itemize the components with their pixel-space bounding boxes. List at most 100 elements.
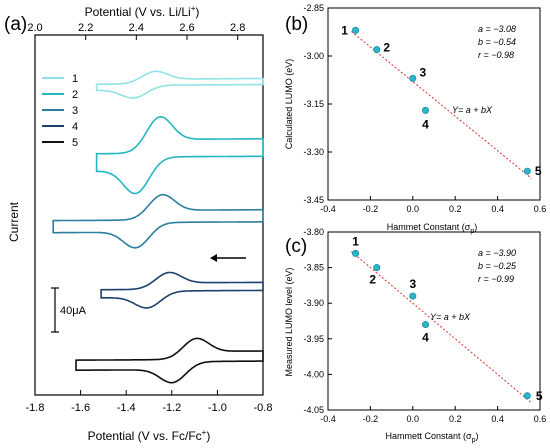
panel-a-label: (a) xyxy=(4,14,27,35)
panel-b-stat-r: r = −0.98 xyxy=(478,50,514,60)
panel-b-fit-line xyxy=(351,31,532,179)
cv-curve-5 xyxy=(75,337,264,384)
data-point-2 xyxy=(373,264,381,272)
scale-bar-label: 40μA xyxy=(60,305,87,317)
cv-curve-4 xyxy=(100,271,264,309)
data-point-1 xyxy=(352,26,360,34)
data-point-label-2: 2 xyxy=(369,273,376,287)
data-point-3 xyxy=(409,74,417,82)
data-point-5 xyxy=(523,392,531,400)
panel-a-bottom-tick-label: -0.8 xyxy=(254,402,273,414)
panel-a-top-tick-label: 2.8 xyxy=(230,22,245,34)
x-tick-label: 0.4 xyxy=(491,414,504,424)
panel-a-top-tick-label: 2.2 xyxy=(78,22,93,34)
x-tick-label: 0.0 xyxy=(407,204,420,214)
data-point-4 xyxy=(422,321,430,329)
x-tick-label: 0.2 xyxy=(449,204,462,214)
panel-c-stat-b: b = −0.25 xyxy=(478,261,517,271)
y-tick-label: -2.85 xyxy=(303,3,324,13)
legend-label-2: 2 xyxy=(72,89,78,101)
data-point-label-5: 5 xyxy=(536,389,543,403)
legend-label-5: 5 xyxy=(72,137,78,149)
panel-c: (c) -0.4 -0.2 0.0 0.2 0.4 0.6-3.80-3.85-3.90-… xyxy=(284,227,546,444)
panel-c-x-axis-title: Hammett Constant (σp) xyxy=(386,431,479,444)
data-point-label-3: 3 xyxy=(419,65,426,79)
panel-a-top-axis: 2.0 2.2 2.4 2.6 2.8 xyxy=(27,22,245,40)
x-tick-label: -0.4 xyxy=(320,414,336,424)
panel-c-y-axis-title: Measured LUMO level (eV) xyxy=(284,267,294,376)
data-point-5 xyxy=(523,167,531,175)
panel-b-stat-b: b = −0.54 xyxy=(478,37,516,47)
data-point-label-1: 1 xyxy=(341,23,348,37)
panel-b-x-axis-title: Hammet Constant (σp) xyxy=(387,222,478,235)
panel-a-bottom-tick-label: -1.8 xyxy=(26,402,45,414)
panel-a-y-axis-title: Current xyxy=(7,201,21,242)
x-tick-label: 0.6 xyxy=(534,204,547,214)
panel-c-stats: a = −3.90 b = −0.25 r = −0.99 xyxy=(478,248,517,284)
panel-a-bottom-tick-label: -1.2 xyxy=(162,402,181,414)
panel-b-points: 1 2 3 4 5 xyxy=(341,23,542,178)
y-tick-label: -3.15 xyxy=(303,99,324,109)
data-point-label-5: 5 xyxy=(535,164,542,178)
panel-a-bottom-axis-title: Potential (V vs. Fc/Fc+) xyxy=(88,428,211,443)
data-point-label-3: 3 xyxy=(409,277,416,291)
data-point-1 xyxy=(352,249,360,257)
data-point-label-4: 4 xyxy=(422,331,429,345)
data-point-label-2: 2 xyxy=(383,41,390,55)
panel-a-bottom-axis: -1.8 -1.6 -1.4 -1.2 -1.0 -0.8 xyxy=(26,390,273,414)
panel-c-stat-r: r = −0.99 xyxy=(478,274,514,284)
x-tick-label: -0.4 xyxy=(320,204,336,214)
panel-a-top-tick-label: 2.4 xyxy=(129,22,144,34)
data-point-3 xyxy=(409,292,417,300)
data-point-2 xyxy=(373,46,381,54)
y-tick-label: -3.90 xyxy=(303,298,324,308)
panel-c-fit-equation: Y= a + bX xyxy=(430,312,471,322)
cv-curve-2 xyxy=(95,115,264,195)
panel-b-label: (b) xyxy=(285,14,308,35)
panel-c-points: 1 2 3 4 5 xyxy=(352,234,543,403)
legend-label-1: 1 xyxy=(72,73,78,85)
panel-c-fit-line xyxy=(350,251,532,404)
panel-a-bottom-tick-label: -1.0 xyxy=(208,402,227,414)
panel-a-frame xyxy=(34,34,264,396)
panel-a-curves xyxy=(52,70,264,384)
panel-b-fit-equation: Y= a + bX xyxy=(452,105,493,115)
panel-a-top-axis-title: Potential (V vs. Li/Li+) xyxy=(85,4,200,19)
panel-a-bottom-tick-label: -1.6 xyxy=(71,402,90,414)
x-tick-label: 0.6 xyxy=(534,414,547,424)
panel-b-y-axis-title: Calculated LUMO (eV) xyxy=(284,59,294,150)
scale-bar: 40μA xyxy=(51,287,87,333)
x-tick-label: 0.4 xyxy=(491,204,504,214)
y-tick-label: -4.00 xyxy=(303,369,324,379)
x-tick-label: 0.0 xyxy=(407,414,420,424)
y-tick-label: -3.45 xyxy=(303,195,324,205)
scan-direction-arrow xyxy=(210,254,246,262)
y-tick-label: -3.30 xyxy=(303,147,324,157)
x-tick-label: 0.2 xyxy=(449,414,462,424)
panel-a: (a) Potential (V vs. Li/Li+) 2.0 2.2 2.4 2.… xyxy=(4,4,272,443)
data-point-label-4: 4 xyxy=(422,117,429,131)
legend-label-4: 4 xyxy=(72,121,78,133)
data-point-label-1: 1 xyxy=(352,234,359,248)
y-tick-label: -3.80 xyxy=(303,227,324,237)
panel-a-bottom-tick-label: -1.4 xyxy=(117,402,136,414)
panel-c-label: (c) xyxy=(285,236,307,257)
legend-label-3: 3 xyxy=(72,105,78,117)
panel-c-stat-a: a = −3.90 xyxy=(478,248,516,258)
panel-b-axes: -0.4 -0.2 0.0 0.2 0.4 0.6 -2.85 -3.00 -3.15 -3.30… xyxy=(303,3,546,214)
y-tick-label: -3.95 xyxy=(303,334,324,344)
y-tick-label: -3.85 xyxy=(303,263,324,273)
panel-b-stat-a: a = −3.08 xyxy=(478,24,516,34)
y-tick-label: -4.05 xyxy=(303,405,324,415)
panel-a-legend: 1 2 3 4 5 xyxy=(42,73,78,149)
cv-curve-3 xyxy=(52,193,264,249)
panel-c-axes: -0.4 -0.2 0.0 0.2 0.4 0.6 -3.80 -3.85 -3.90 -3.95… xyxy=(303,227,546,424)
panel-b: (b) -0.4 -0.2 0.0 0.2 0.4 0.6-2.85-3.00-3.15-… xyxy=(284,3,546,235)
panel-c-frame xyxy=(327,231,541,411)
y-tick-label: -3.00 xyxy=(303,51,324,61)
panel-a-top-tick-label: 2.0 xyxy=(27,22,42,34)
panel-a-top-tick-label: 2.6 xyxy=(179,22,194,34)
x-tick-label: -0.2 xyxy=(363,414,379,424)
x-tick-label: -0.2 xyxy=(363,204,379,214)
